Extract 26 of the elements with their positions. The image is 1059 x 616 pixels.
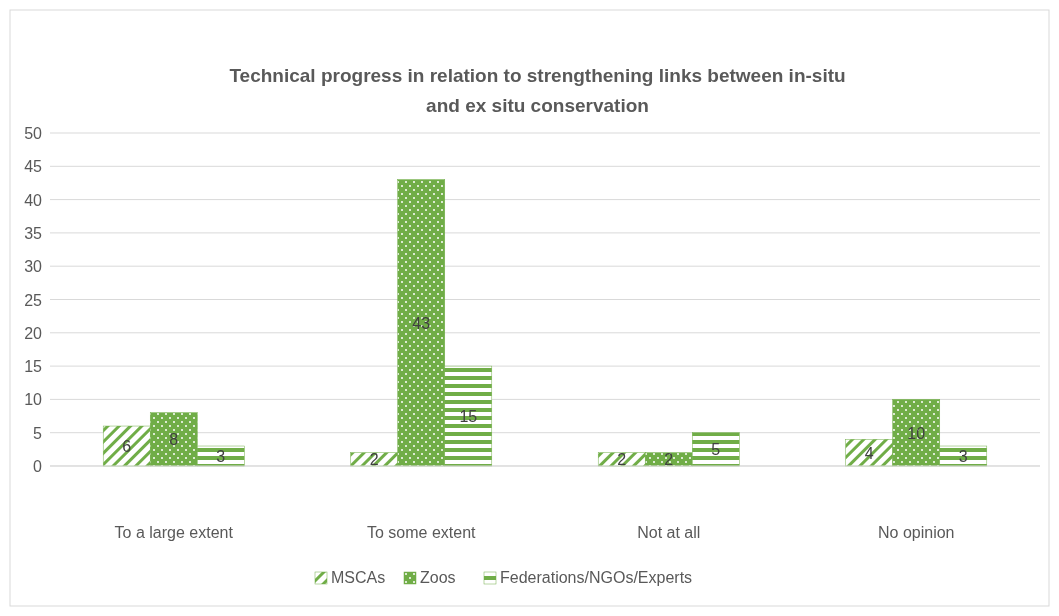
y-tick-label: 25: [24, 291, 43, 309]
data-label: 15: [459, 408, 478, 426]
y-tick-label: 30: [24, 258, 43, 276]
y-tick-label: 40: [24, 191, 43, 209]
x-tick-label: No opinion: [878, 524, 955, 541]
data-label: 10: [907, 424, 926, 442]
x-tick-label: To some extent: [367, 524, 477, 541]
data-label: 3: [958, 448, 968, 466]
y-tick-label: 10: [24, 391, 43, 409]
legend-label: MSCAs: [331, 569, 386, 586]
y-tick-label: 45: [24, 158, 43, 176]
data-label: 2: [664, 451, 674, 469]
y-tick-label: 0: [33, 458, 43, 475]
data-label: 3: [216, 448, 226, 466]
data-label: 8: [169, 431, 179, 449]
y-tick-label: 5: [33, 424, 43, 442]
y-tick-label: 35: [24, 224, 43, 242]
x-tick-label: Not at all: [637, 524, 701, 541]
y-tick-label: 20: [24, 324, 43, 342]
y-tick-label: 50: [24, 125, 43, 142]
data-label: 43: [412, 314, 431, 332]
y-tick-label: 15: [24, 358, 43, 376]
x-tick-label: To a large extent: [114, 524, 234, 541]
legend-label: Federations/NGOs/Experts: [500, 569, 693, 586]
chart-title: Technical progress in relation to strengthening links between in-situ and ex situ conservation: [229, 65, 846, 116]
legend-label: Zoos: [420, 569, 456, 586]
